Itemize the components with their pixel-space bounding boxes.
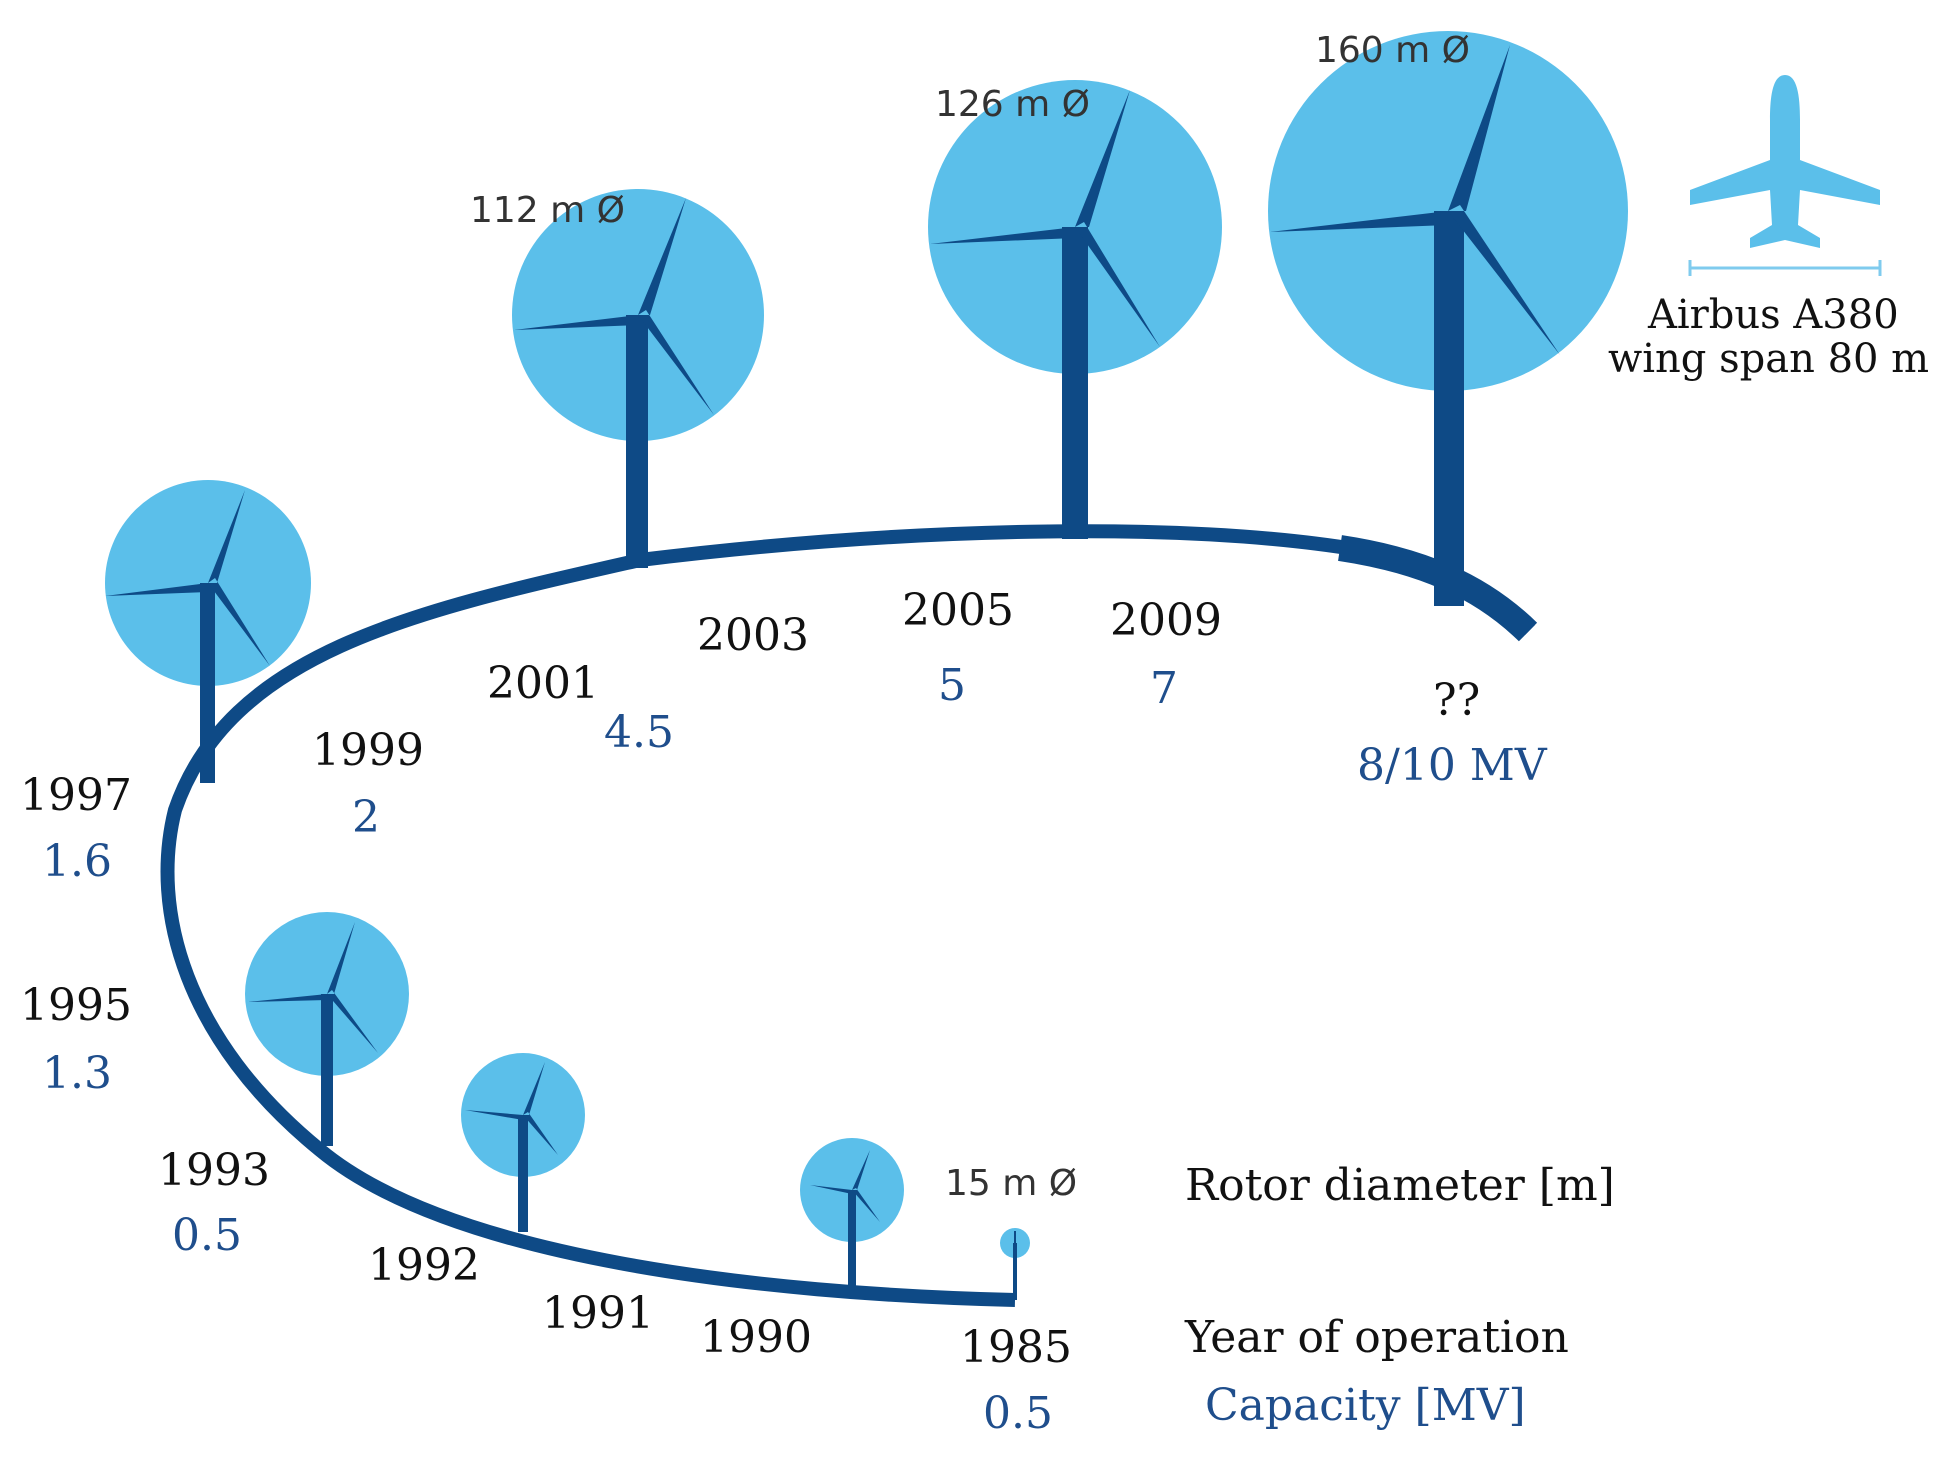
- airplane-icon: [1690, 75, 1880, 248]
- year-label: 1992: [368, 1240, 480, 1291]
- capacity-label: 2: [352, 792, 380, 843]
- diameter-label-2001: 112 m Ø: [470, 190, 625, 231]
- year-label: 1995: [20, 980, 132, 1031]
- diameter-label-future: 160 m Ø: [1315, 30, 1470, 71]
- diameter-label-2005: 126 m Ø: [935, 84, 1090, 125]
- turbine-2005: [928, 80, 1222, 539]
- diameter-label-1985: 15 m Ø: [945, 1163, 1077, 1204]
- capacity-label: 1.6: [42, 836, 112, 887]
- capacity-label: 0.5: [172, 1210, 242, 1261]
- turbine-tower: [848, 1190, 856, 1292]
- turbine-1993: [245, 912, 409, 1146]
- turbine-1997: [105, 480, 311, 783]
- turbine-tower: [626, 315, 648, 568]
- year-label: 2003: [697, 610, 809, 661]
- year-label: 2009: [1110, 595, 1222, 646]
- reference-label-line1: Airbus A380: [1647, 292, 1899, 338]
- capacity-label: 5: [938, 660, 966, 711]
- capacity-label: 0.5: [983, 1388, 1053, 1439]
- legend-year-of-operation: Year of operation: [1184, 1312, 1569, 1363]
- turbine-blades: [1270, 45, 1560, 355]
- turbine-tower: [200, 583, 215, 783]
- turbine-1985: [1000, 1228, 1030, 1300]
- turbine-1990: [800, 1138, 904, 1292]
- year-label: 1990: [700, 1312, 812, 1363]
- year-label: 1991: [542, 1288, 654, 1339]
- turbine-blades: [105, 490, 270, 666]
- capacity-label: 4.5: [604, 707, 674, 758]
- turbine-tower: [1434, 211, 1464, 606]
- year-label: 1985: [960, 1322, 1072, 1373]
- wingspan-scale-bar: [1688, 260, 1882, 276]
- turbine-2001: [512, 189, 764, 568]
- turbine-1992: [461, 1053, 585, 1232]
- year-label: 1999: [312, 725, 424, 776]
- year-label: ??: [1433, 675, 1480, 726]
- capacity-label: 1.3: [42, 1048, 112, 1099]
- turbine-future: [1268, 31, 1628, 606]
- turbine-tower: [1062, 227, 1088, 539]
- turbine-tower: [321, 994, 333, 1146]
- turbine-blades: [514, 198, 714, 415]
- turbine-tower: [518, 1115, 528, 1232]
- year-label: 1993: [158, 1145, 270, 1196]
- legend-rotor-diameter: Rotor diameter [m]: [1185, 1160, 1615, 1211]
- legend-capacity: Capacity [MV]: [1205, 1380, 1526, 1431]
- year-label: 1997: [20, 770, 132, 821]
- turbine-blades: [810, 1150, 880, 1222]
- timeline-arc: [160, 524, 1535, 1307]
- year-label: 2001: [487, 658, 599, 709]
- year-label: 2005: [902, 585, 1014, 636]
- turbine-tower: [1013, 1243, 1017, 1300]
- capacity-label: 8/10 MV: [1357, 740, 1548, 791]
- reference-label-line2: wing span 80 m: [1608, 336, 1929, 382]
- capacity-label: 7: [1150, 663, 1178, 714]
